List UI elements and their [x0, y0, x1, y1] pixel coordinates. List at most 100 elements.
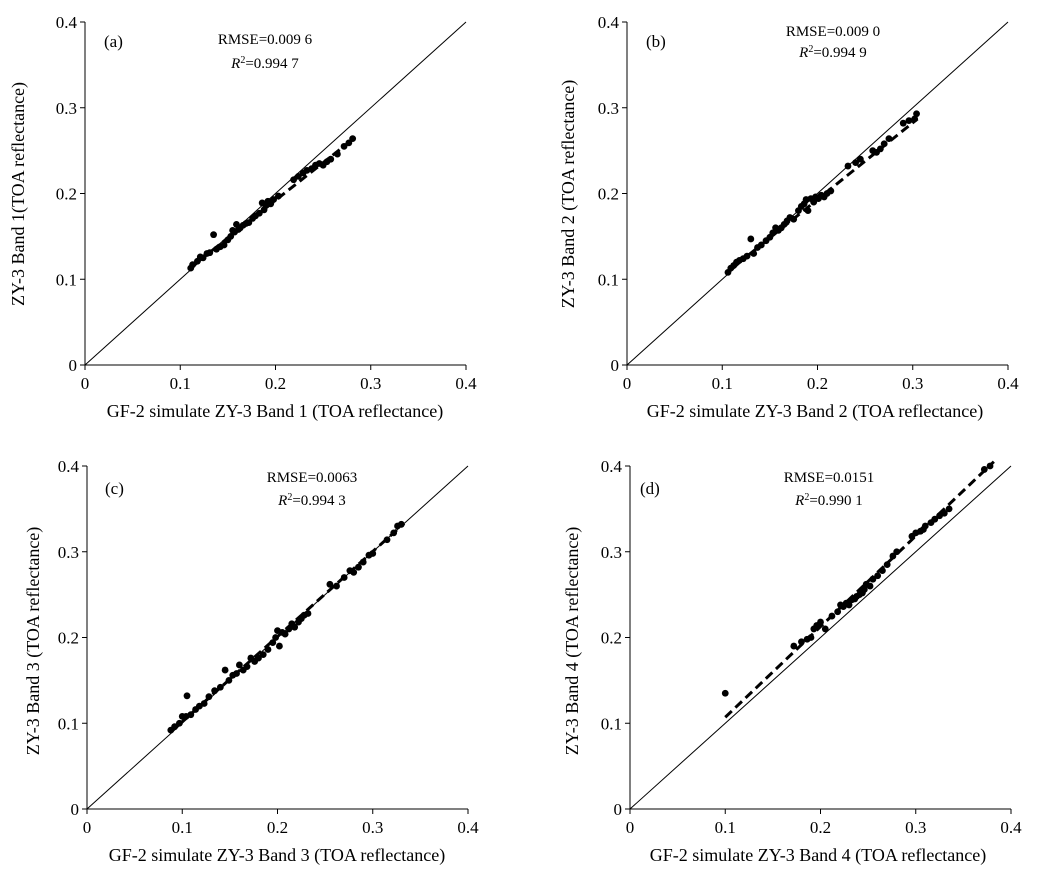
data-point	[327, 155, 335, 163]
y-tick-label: 0.4	[598, 13, 620, 32]
data-point	[721, 689, 729, 697]
data-point	[790, 642, 798, 650]
data-point	[304, 610, 312, 617]
r-squared-symbol: R	[230, 56, 240, 72]
data-point	[281, 630, 289, 638]
panel-label: (d)	[640, 479, 660, 498]
x-axis-title: GF-2 simulate ZY-3 Band 2 (TOA reflectan…	[647, 401, 984, 422]
x-tick-label: 0	[83, 818, 92, 837]
x-tick-label: 0.1	[715, 818, 736, 837]
panel-d: ZY-3 Band 4 (TOA reflectance) GF-2 simul…	[562, 457, 1022, 866]
x-axis-title: GF-2 simulate ZY-3 Band 1 (TOA reflectan…	[107, 401, 444, 422]
data-point	[798, 638, 805, 646]
data-point	[183, 692, 191, 700]
y-tick-label: 0	[614, 800, 623, 819]
y-tick-label: 0.3	[58, 543, 79, 562]
r-squared-exponent: 2	[804, 492, 809, 503]
data-point	[945, 505, 953, 513]
data-point	[905, 117, 913, 125]
r-squared-exponent: 2	[808, 44, 813, 55]
data-point	[326, 580, 334, 588]
data-point	[856, 155, 864, 163]
x-tick-label: 0.2	[810, 818, 831, 837]
one-to-one-line	[84, 21, 467, 366]
data-point	[294, 172, 302, 180]
data-point	[210, 231, 217, 239]
data-point	[276, 642, 283, 650]
one-to-one-line	[629, 465, 1012, 810]
panel-c: ZY-3 Band 3 (TOA reflectance) GF-2 simul…	[23, 457, 479, 866]
r-squared-symbol: R	[277, 493, 287, 509]
panel-label: (b)	[646, 32, 666, 51]
x-tick-label: 0.4	[1000, 818, 1022, 837]
y-axis-title: ZY-3 Band 1(TOA reflectance)	[8, 82, 29, 306]
y-tick-label: 0.4	[56, 13, 78, 32]
y-tick-label: 0.1	[598, 270, 619, 289]
panel-a: ZY-3 Band 1(TOA reflectance) GF-2 simula…	[8, 13, 477, 422]
r-squared-annotation: R2=0.994 9	[798, 44, 867, 62]
panel-label: (c)	[105, 479, 124, 498]
data-point	[270, 196, 277, 203]
one-to-one-line	[626, 21, 1009, 366]
rmse-annotation: RMSE=0.0151	[784, 470, 875, 486]
r-squared-value: =0.990 1	[809, 493, 862, 509]
data-point	[844, 162, 852, 170]
x-tick-label: 0.3	[905, 818, 926, 837]
y-tick-label: 0.1	[56, 270, 77, 289]
y-tick-label: 0.4	[601, 457, 623, 476]
x-tick-label: 0.3	[902, 374, 923, 393]
x-tick-label: 0.3	[360, 374, 381, 393]
x-tick-label: 0.2	[267, 818, 288, 837]
data-point	[845, 601, 853, 609]
data-point	[899, 119, 907, 127]
x-axis-title: GF-2 simulate ZY-3 Band 3 (TOA reflectan…	[109, 845, 446, 866]
rmse-annotation: RMSE=0.0063	[267, 470, 358, 486]
y-tick-label: 0.2	[598, 185, 619, 204]
r-squared-annotation: R2=0.990 1	[794, 492, 863, 510]
y-tick-label: 0.2	[58, 629, 79, 648]
panel-b: ZY-3 Band 2 (TOA reflectance) GF-2 simul…	[558, 13, 1019, 422]
y-tick-label: 0.4	[58, 457, 80, 476]
data-point	[333, 582, 340, 590]
y-axis-title: ZY-3 Band 2 (TOA reflectance)	[558, 80, 579, 309]
x-tick-label: 0.4	[997, 374, 1019, 393]
x-tick-label: 0.3	[362, 818, 383, 837]
data-point	[913, 110, 920, 118]
y-tick-label: 0.1	[58, 714, 79, 733]
x-tick-label: 0.1	[712, 374, 733, 393]
data-point	[852, 159, 859, 167]
x-tick-label: 0.4	[455, 374, 477, 393]
y-tick-label: 0.2	[601, 629, 622, 648]
x-tick-label: 0.2	[265, 374, 286, 393]
data-point	[355, 563, 362, 571]
fit-line	[724, 460, 995, 719]
x-tick-label: 0.2	[807, 374, 828, 393]
y-tick-label: 0.1	[601, 714, 622, 733]
y-tick-label: 0.2	[56, 185, 77, 204]
data-point	[221, 666, 229, 674]
r-squared-exponent: 2	[240, 55, 245, 66]
x-tick-label: 0	[623, 374, 632, 393]
y-tick-label: 0.3	[598, 99, 619, 118]
r-squared-symbol: R	[798, 45, 808, 61]
data-point	[747, 235, 755, 243]
rmse-annotation: RMSE=0.009 0	[786, 24, 880, 40]
r-squared-value: =0.994 9	[813, 45, 866, 61]
r-squared-exponent: 2	[287, 492, 292, 503]
x-axis-title: GF-2 simulate ZY-3 Band 4 (TOA reflectan…	[650, 845, 987, 866]
data-point	[874, 572, 882, 580]
data-point	[821, 625, 829, 633]
x-tick-label: 0	[81, 374, 90, 393]
data-point	[236, 661, 243, 669]
r-squared-annotation: R2=0.994 7	[230, 55, 299, 73]
y-tick-label: 0	[611, 356, 620, 375]
x-tick-label: 0.4	[457, 818, 479, 837]
data-point	[290, 176, 297, 184]
rmse-annotation: RMSE=0.009 6	[218, 32, 313, 48]
r-squared-value: =0.994 3	[292, 493, 345, 509]
fit-line	[188, 137, 355, 270]
fit-line	[169, 522, 406, 733]
r-squared-annotation: R2=0.994 3	[277, 492, 346, 510]
data-point	[349, 135, 357, 143]
